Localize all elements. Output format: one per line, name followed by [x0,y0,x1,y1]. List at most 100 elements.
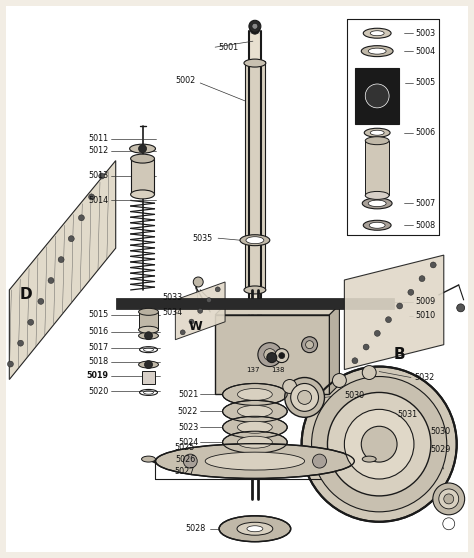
Text: 5031: 5031 [397,410,417,419]
Circle shape [363,344,369,350]
Bar [356,68,399,124]
Circle shape [311,377,447,512]
Ellipse shape [205,452,305,470]
Circle shape [283,379,297,393]
Text: 5029: 5029 [431,445,451,454]
Text: 5025: 5025 [175,442,195,451]
Ellipse shape [361,46,393,56]
Ellipse shape [365,191,389,199]
Text: 5020: 5020 [89,387,109,396]
Text: 5009: 5009 [415,297,435,306]
Ellipse shape [138,326,158,333]
Text: 5014: 5014 [89,196,109,205]
Ellipse shape [223,401,287,422]
Circle shape [249,20,261,32]
Circle shape [250,25,260,34]
Text: 5008: 5008 [415,221,435,230]
Text: 5006: 5006 [415,128,435,137]
Circle shape [332,373,346,387]
Ellipse shape [246,237,264,244]
Ellipse shape [223,431,287,453]
Circle shape [138,145,146,153]
Polygon shape [175,282,225,340]
Ellipse shape [131,190,155,199]
Circle shape [419,276,425,282]
Circle shape [345,410,414,479]
Polygon shape [215,305,339,315]
Ellipse shape [138,361,158,368]
Circle shape [8,361,13,367]
Ellipse shape [129,144,155,153]
Ellipse shape [142,456,155,462]
Circle shape [264,349,276,360]
Text: 5030: 5030 [431,427,451,436]
Circle shape [439,489,459,509]
Circle shape [374,330,380,336]
Circle shape [328,392,431,496]
Circle shape [28,319,34,325]
Bar [215,315,329,395]
Circle shape [444,494,454,504]
Circle shape [189,319,194,324]
Circle shape [301,336,318,353]
Ellipse shape [363,28,391,38]
Text: 5030: 5030 [345,391,365,400]
Text: 5018: 5018 [89,357,109,366]
Ellipse shape [244,59,266,67]
Bar [116,298,394,309]
Circle shape [38,299,44,304]
Circle shape [365,84,389,108]
Circle shape [145,332,153,340]
Ellipse shape [237,405,272,417]
Text: 5023: 5023 [178,423,198,432]
Text: 5022: 5022 [178,407,198,416]
Bar [142,371,155,384]
Circle shape [18,340,24,346]
Ellipse shape [237,522,273,535]
Ellipse shape [368,200,386,206]
Circle shape [430,262,436,268]
Text: B: B [394,347,406,362]
Text: 5028: 5028 [185,525,206,533]
Ellipse shape [363,220,391,230]
Ellipse shape [369,222,385,228]
Circle shape [252,23,258,29]
Circle shape [267,353,277,363]
Polygon shape [329,305,339,395]
Circle shape [361,426,397,462]
Ellipse shape [368,48,386,54]
Ellipse shape [237,421,272,433]
Circle shape [397,303,402,309]
Ellipse shape [365,137,389,145]
Ellipse shape [131,154,155,163]
Bar [365,141,389,195]
Bar [245,61,265,290]
Circle shape [312,454,327,468]
Polygon shape [345,255,444,369]
Bar [138,312,158,330]
Ellipse shape [223,416,287,438]
Text: 5019: 5019 [87,371,109,380]
Circle shape [275,349,289,363]
Circle shape [145,360,153,368]
Text: 5035: 5035 [192,234,212,243]
Circle shape [279,353,285,359]
Circle shape [457,304,465,312]
Text: 5004: 5004 [415,47,435,56]
Circle shape [183,454,197,468]
Circle shape [258,343,282,367]
Ellipse shape [370,31,384,36]
Circle shape [301,367,457,522]
Text: D: D [19,287,32,302]
Text: 5033: 5033 [163,294,182,302]
Text: 5012: 5012 [89,146,109,155]
Circle shape [198,309,203,314]
Ellipse shape [237,436,272,448]
Text: 5026: 5026 [175,455,195,464]
Circle shape [207,297,211,302]
Text: 5005: 5005 [415,79,435,88]
Text: 5015: 5015 [89,310,109,319]
Text: 5034: 5034 [163,309,182,318]
Ellipse shape [362,198,392,209]
Text: 5017: 5017 [89,343,109,352]
